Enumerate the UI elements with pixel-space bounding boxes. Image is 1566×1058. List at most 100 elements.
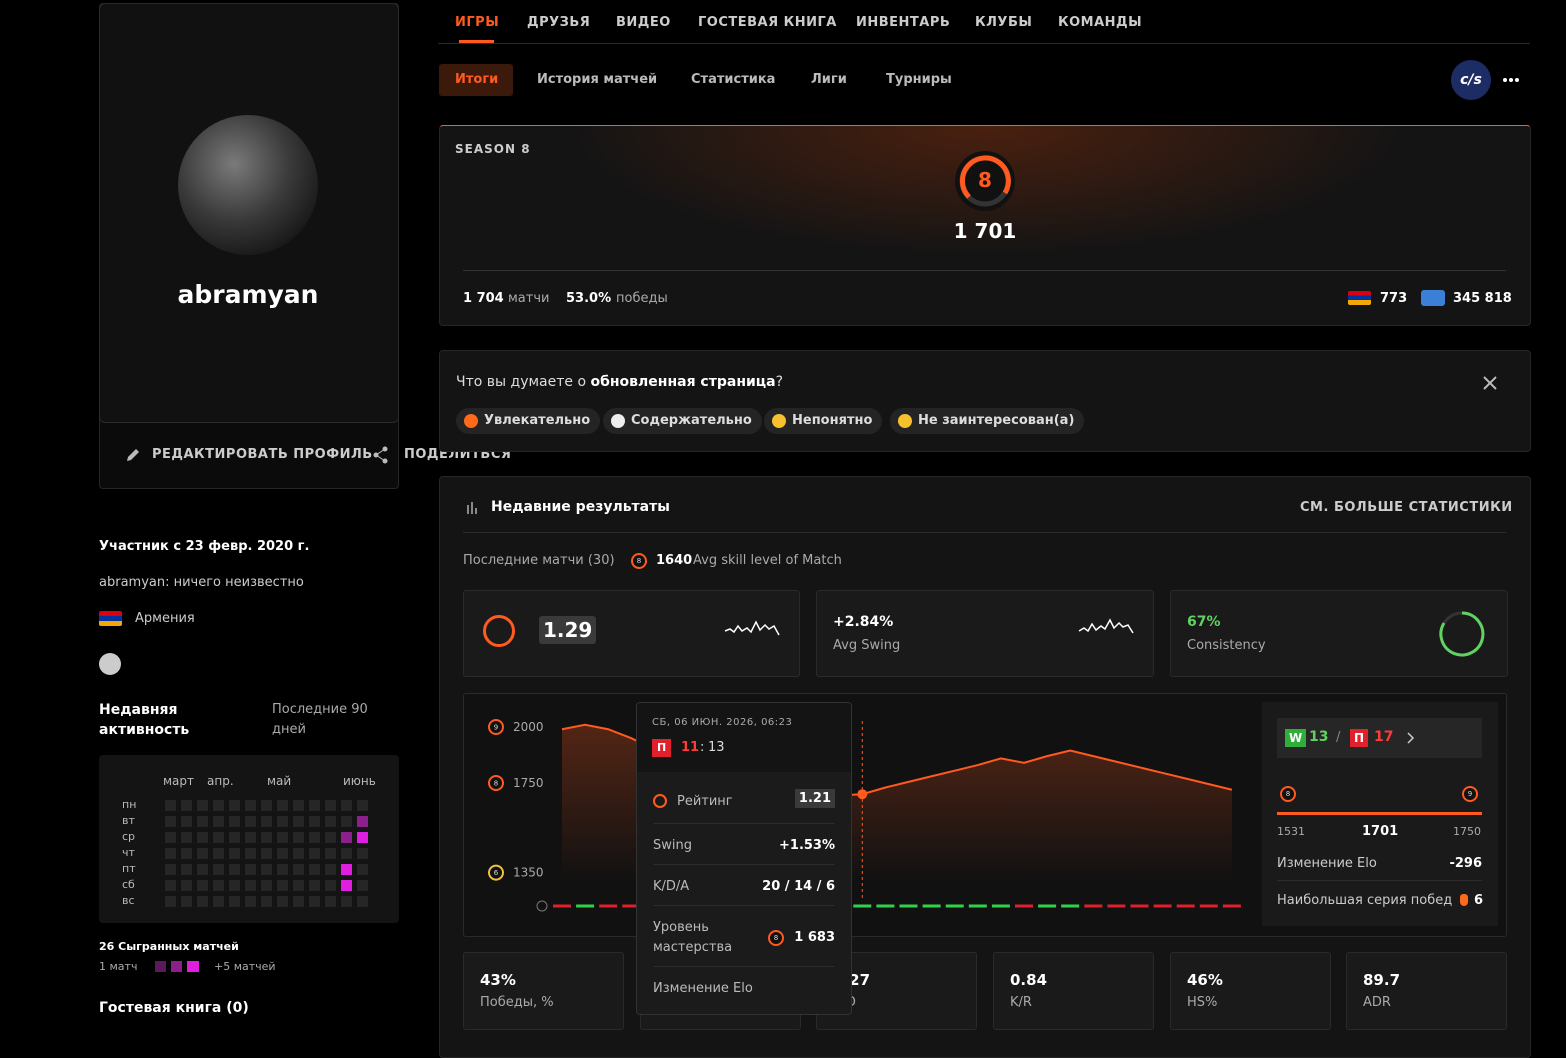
wins-tag: W [1285, 729, 1307, 747]
activity-cell [325, 832, 336, 843]
activity-cell [181, 816, 192, 827]
activity-cell [213, 848, 224, 859]
activity-cell [261, 880, 272, 891]
chevron[interactable] [1406, 732, 1416, 744]
activity-cell [181, 832, 192, 843]
stat-label: Победы, % [480, 995, 554, 1010]
activity-cell [293, 880, 304, 891]
stat-card: 43% Победы, % [463, 952, 624, 1030]
subtab[interactable]: Турниры [886, 72, 952, 87]
option[interactable]: Непонятно [764, 408, 883, 434]
tooltip-row: Swing +1.53% [653, 828, 835, 865]
wl-sep: / [1336, 730, 1341, 745]
row-value: 1 683 [794, 930, 835, 945]
recent-divider [463, 532, 1506, 533]
activity-cell [309, 864, 320, 875]
emoji [772, 414, 786, 428]
activity-cell [197, 800, 208, 811]
day-label: ср [122, 830, 136, 843]
bio: abramyan: ничего неизвестно [99, 575, 304, 590]
stat-card: 89.7 ADR [1346, 952, 1507, 1030]
avg-label: Avg skill level of Match [693, 553, 842, 568]
activity-cell [357, 848, 368, 859]
day-label: чт [122, 846, 135, 859]
emoji [898, 414, 912, 428]
winrate: 53.0% [566, 291, 612, 306]
edit-profile[interactable]: РЕДАКТИРОВАТЬ ПРОФИЛЬ [152, 447, 373, 462]
stat-label: ADR [1363, 995, 1391, 1010]
tooltip-head [637, 703, 851, 772]
row-label: Уровень мастерства [653, 920, 733, 955]
share-icon [373, 446, 388, 464]
activity-cell [277, 864, 288, 875]
tab[interactable]: ВИДЕО [616, 15, 671, 30]
subtab[interactable]: Лиги [811, 72, 847, 87]
rating-icon [653, 794, 667, 808]
subtab[interactable]: Итоги [455, 72, 499, 87]
guestbook[interactable]: Гостевая книга (0) [99, 1000, 249, 1016]
activity-cell [229, 832, 240, 843]
activity-cell [165, 848, 176, 859]
activity-cell [229, 848, 240, 859]
option[interactable]: Увлекательно [456, 408, 601, 434]
winrate-label: победы [616, 291, 668, 306]
activity-cell [309, 816, 320, 827]
activity-cell [165, 896, 176, 907]
activity-cell [309, 832, 320, 843]
month-label: июнь [343, 774, 376, 788]
tab[interactable]: КЛУБЫ [975, 15, 1033, 30]
row-label: Изменение Elo [653, 981, 753, 996]
hover-point [857, 789, 868, 800]
activity-cell [245, 896, 256, 907]
activity-cell [213, 800, 224, 811]
rating: 1.29 [539, 616, 597, 644]
avatar [178, 115, 318, 255]
swing: +2.84% [833, 614, 894, 630]
row-level: 8 [768, 930, 784, 946]
activity-cell [261, 848, 272, 859]
more-stats[interactable]: СМ. БОЛЬШЕ СТАТИСТИКИ [1300, 500, 1513, 515]
streak-label: Наибольшая серия побед [1277, 893, 1453, 908]
flag [99, 611, 122, 626]
activity-cell [325, 816, 336, 827]
y-tick-label: 1350 [513, 866, 544, 880]
activity-cell [309, 880, 320, 891]
activity-cell [341, 864, 352, 875]
activity-cell [293, 896, 304, 907]
activity-cell [357, 896, 368, 907]
elo-change-label: Изменение Elo [1277, 856, 1377, 871]
activity-cell [197, 864, 208, 875]
option[interactable]: Не заинтересован(а) [890, 408, 1085, 434]
subtab[interactable]: История матчей [537, 72, 658, 87]
more-menu[interactable] [1502, 76, 1520, 84]
activity-cell [229, 816, 240, 827]
tab[interactable]: ГОСТЕВАЯ КНИГА [698, 15, 837, 30]
option[interactable]: Содержательно [603, 408, 762, 434]
tab[interactable]: ДРУЗЬЯ [527, 15, 591, 30]
emoji [611, 414, 625, 428]
score-sep: : [700, 740, 705, 755]
activity-cell [341, 800, 352, 811]
close[interactable] [1482, 375, 1498, 391]
subtab[interactable]: Статистика [691, 72, 776, 87]
elo: 1 701 [953, 219, 1017, 243]
game-badge[interactable]: c/s [1451, 60, 1491, 100]
tab[interactable]: КОМАНДЫ [1058, 15, 1143, 30]
swing-label: Avg Swing [833, 638, 901, 653]
activity-cell [341, 816, 352, 827]
last-matches: Последние матчи (30) [463, 553, 615, 568]
tooltip-row: Рейтинг 1.21 [653, 787, 835, 824]
tick-level-icon [488, 775, 504, 791]
country-rank: 773 [1380, 291, 1408, 306]
activity-cell [181, 848, 192, 859]
tab[interactable]: ИНВЕНТАРЬ [856, 15, 951, 30]
activity-cell [277, 880, 288, 891]
activity-cell [245, 864, 256, 875]
consistency-card [1170, 590, 1508, 677]
sparkline [724, 620, 780, 636]
tab[interactable]: ИГРЫ [455, 15, 500, 30]
steam-icon [99, 653, 121, 675]
activity-cell [181, 800, 192, 811]
losses-tag: П [1350, 729, 1369, 747]
sparkline [1078, 618, 1134, 634]
